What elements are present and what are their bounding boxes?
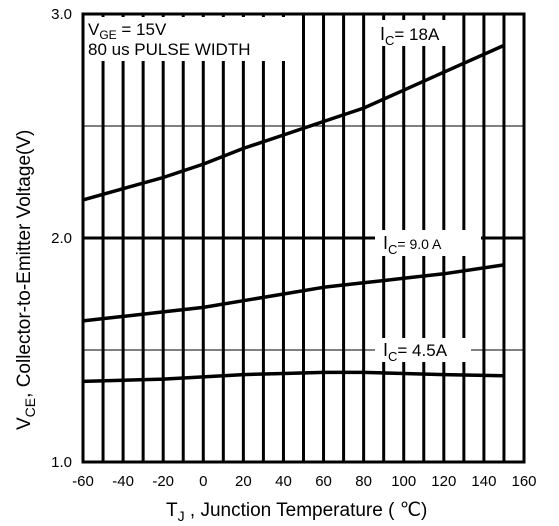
- x-tick-label: 100: [391, 473, 416, 490]
- series-line-2: [82, 263, 505, 323]
- series-label-bg-3: [375, 338, 471, 362]
- series-label-sub: C: [385, 33, 394, 48]
- series-label-value: = 4.5A: [397, 341, 447, 360]
- condition-pulse: 80 us PULSE WIDTH: [88, 40, 251, 59]
- series-label-sub: C: [388, 349, 397, 364]
- x-tick-label: 40: [275, 473, 292, 490]
- condition-vge-sub: GE: [99, 28, 116, 42]
- y-axis-label-rest: , Collector-to-Emitter Voltage(V): [14, 130, 35, 398]
- series-label-3: IC= 4.5A: [383, 340, 448, 364]
- series-label-value: = 9.0 A: [397, 236, 442, 252]
- x-tick-label: 60: [315, 473, 332, 490]
- plot-frame: [81, 12, 526, 464]
- tick-labels: -60 -40 -20 0 20 40 60 80 100 120 140 160 1.0 2.0 3.0: [51, 6, 536, 490]
- series-label-1: IC= 18A: [380, 24, 440, 48]
- series-line-1: [82, 43, 505, 202]
- condition-vge: VGE = 15V: [88, 20, 167, 42]
- conditions-bg: [86, 17, 290, 61]
- series-label-main: I: [383, 233, 388, 253]
- x-axis-label: TJ , Junction Temperature ( ℃): [166, 500, 427, 524]
- x-tick-label: 120: [431, 473, 456, 490]
- series-label-bg-2: [375, 230, 481, 256]
- series-label-2: IC= 9.0 A: [383, 233, 442, 257]
- x-axis-label-sub: J: [178, 508, 185, 524]
- x-tick-label: -20: [152, 473, 174, 490]
- y-tick-label: 3.0: [51, 6, 72, 23]
- y-axis-label: VCE, Collector-to-Emitter Voltage(V): [14, 130, 38, 430]
- series-label-sub: C: [388, 242, 397, 257]
- plot-border: [81, 12, 526, 464]
- x-tick-label: 20: [235, 473, 252, 490]
- x-tick-label: 140: [471, 473, 496, 490]
- series-group: [82, 43, 505, 384]
- condition-vge-main: V: [88, 20, 100, 39]
- x-tick-label: 160: [511, 473, 536, 490]
- x-tick-label: 80: [355, 473, 372, 490]
- x-tick-label: 0: [199, 473, 207, 490]
- y-tick-label: 2.0: [51, 230, 72, 247]
- y-axis-label-main: V: [14, 417, 35, 430]
- x-tick-label: -60: [72, 473, 94, 490]
- series-label-value: = 18A: [394, 25, 440, 44]
- series-label-main: I: [380, 24, 385, 44]
- series-label-main: I: [383, 340, 388, 360]
- series-line-3: [82, 370, 505, 384]
- x-axis-label-main: T: [166, 500, 178, 521]
- x-tick-label: -40: [112, 473, 134, 490]
- axis-labels: TJ , Junction Temperature ( ℃) VCE, Colle…: [14, 130, 427, 524]
- series-label-bg-1: [372, 20, 462, 46]
- x-axis-label-rest: , Junction Temperature ( ℃): [185, 500, 428, 521]
- y-tick-label: 1.0: [51, 454, 72, 471]
- y-axis-label-sub: CE: [22, 398, 38, 417]
- condition-vge-value: = 15V: [117, 20, 167, 39]
